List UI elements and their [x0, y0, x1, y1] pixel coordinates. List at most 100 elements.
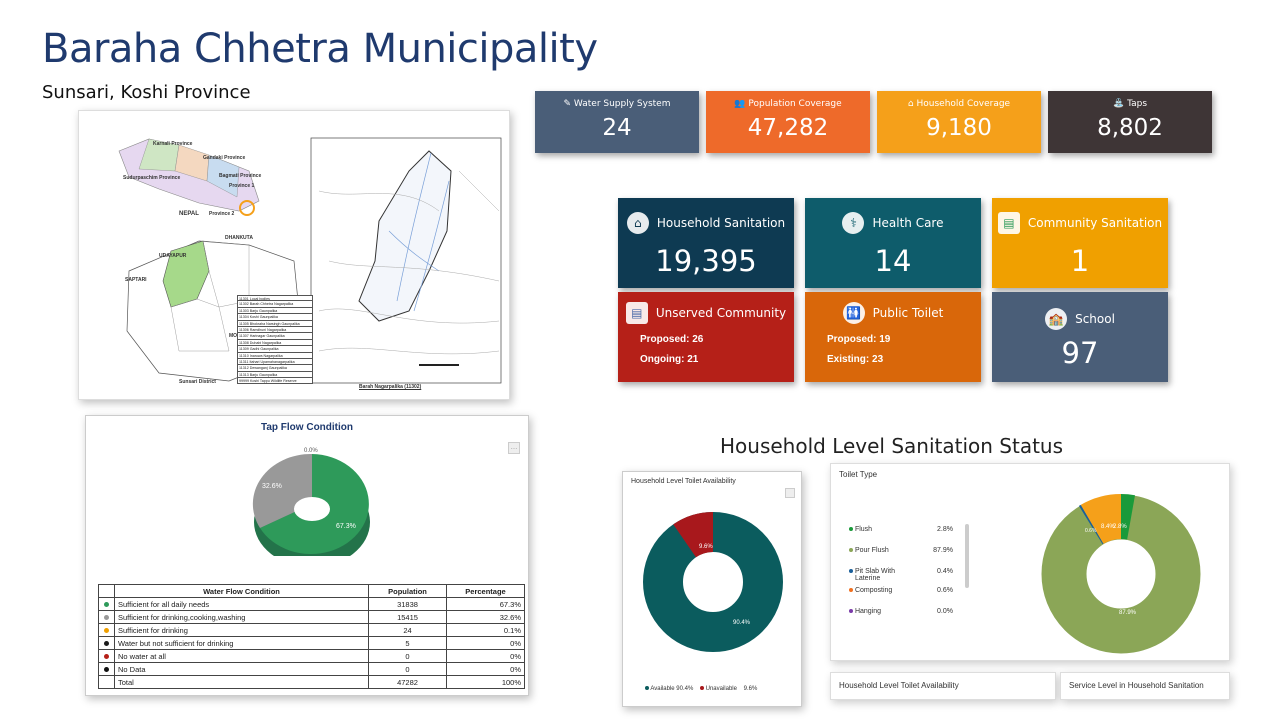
house-icon: ⌂	[626, 212, 649, 234]
cell-population: 24	[368, 623, 447, 637]
taps-card[interactable]: ⛲ Taps 8,802	[1048, 91, 1212, 153]
tap-flow-panel: Tap Flow Condition … 67.3% 32.6% 0.0% Wa…	[85, 415, 529, 696]
cell-condition: Sufficient for drinking	[114, 623, 369, 637]
map-label-nepal: NEPAL	[179, 211, 199, 217]
map-legend-row: 11304 Koshi Gaunpalika	[237, 314, 313, 321]
community-sanitation-label: Community Sanitation	[1027, 216, 1163, 230]
public-toilet-proposed: Proposed: 19	[827, 334, 891, 345]
cell-population: 15415	[368, 610, 447, 624]
toilet-type-donut: 87.9% 8.4% 2.8% 0.6%	[1041, 494, 1201, 654]
health-care-label: Health Care	[872, 216, 944, 230]
population-coverage-label: Population Coverage	[748, 99, 842, 109]
map-legend-row: 11303 Barju Gaunpalika	[237, 307, 313, 315]
map-legend-row: 11308 Duhabi Nagarpalika	[237, 339, 313, 347]
population-coverage-card[interactable]: 👥 Population Coverage 47,282	[706, 91, 870, 153]
cell-population: 0	[368, 662, 447, 676]
school-value: 97	[1061, 336, 1099, 370]
legend-dot	[849, 527, 853, 531]
donut-label-available: 90.4%	[733, 620, 751, 626]
map-legend-row: 11301 Local bodies	[237, 295, 313, 302]
table-row-total: Total 47282 100%	[98, 675, 525, 689]
cell-percentage: 67.3%	[446, 597, 525, 611]
household-sanitation-label: Household Sanitation	[656, 216, 786, 230]
public-toilet-label: Public Toilet	[872, 306, 944, 320]
toilet-availability-panel: Household Level Toilet Availability 90.4…	[622, 471, 802, 707]
community-sanitation-card[interactable]: ▤ Community Sanitation 1	[992, 198, 1168, 288]
map-label-karnali: Karnali Province	[153, 141, 193, 147]
legend-pct: 0.0%	[937, 608, 953, 615]
water-flow-table: Water Flow Condition Population Percenta…	[98, 584, 525, 689]
legend-label: Pit Slab With Laterine	[854, 568, 896, 582]
household-coverage-label: Household Coverage	[916, 99, 1011, 109]
cell-percentage: 0%	[446, 662, 525, 676]
map-legend-row: 11313 Barju Gaunpalika	[237, 371, 313, 379]
more-options-icon[interactable]	[785, 488, 795, 498]
legend-scrollbar[interactable]	[965, 524, 969, 588]
cell-percentage: 0.1%	[446, 623, 525, 637]
legend-dot	[849, 609, 853, 613]
map-legend-row: 11305 Bhokraha Narsingh Gaunpalika	[237, 320, 313, 327]
availability-legend: Available 90.4% Unavailable 9.6%	[645, 686, 757, 692]
public-toilet-card[interactable]: 🚻 Public Toilet Proposed: 19 Existing: 23	[805, 292, 981, 382]
water-supply-label: Water Supply System	[573, 99, 671, 109]
map-legend-row: 11312 Dewanganj Gaunpalika	[237, 365, 313, 372]
legend-label: Hanging	[854, 608, 882, 615]
row-color-dot	[104, 640, 109, 646]
bottom-toilet-availability[interactable]: Household Level Toilet Availability	[830, 672, 1056, 700]
legend-label: Flush	[854, 526, 873, 533]
toilet-legend-item[interactable]: Hanging 0.0%	[849, 608, 953, 615]
taps-value: 8,802	[1097, 115, 1163, 141]
sanitation-status-title: Household Level Sanitation Status	[720, 434, 1064, 458]
bottom-service-level[interactable]: Service Level in Household Sanitation	[1060, 672, 1230, 700]
toilet-type-panel: Toilet Type Flush 2.8% Pour Flush 87.9% Pi…	[830, 463, 1230, 661]
school-card[interactable]: 🏫 School 97	[992, 292, 1168, 382]
legend-pct: 0.6%	[937, 587, 953, 594]
unserved-community-card[interactable]: ▤ Unserved Community Proposed: 26 Ongoing…	[618, 292, 794, 382]
cell-population: 31838	[368, 597, 447, 611]
cell-percentage: 0%	[446, 636, 525, 650]
legend-label: Pour Flush	[854, 547, 889, 554]
map-legend-row: 11302 Barah Chhetra Nagarpalika	[237, 301, 313, 308]
cell-condition: No Data	[114, 662, 369, 676]
household-coverage-value: 9,180	[926, 115, 992, 141]
cell-condition: Sufficient for all daily needs	[114, 597, 369, 611]
toilet-legend-item[interactable]: Pour Flush 87.9%	[849, 547, 953, 554]
tap-flow-pie: 67.3% 32.6% 0.0%	[252, 448, 370, 556]
health-care-value: 14	[874, 244, 912, 278]
legend-dot	[849, 569, 853, 573]
edit-icon: ✎	[563, 99, 572, 109]
map-legend-row: 11309 Gadhi Gaunpalika	[237, 346, 313, 353]
table-row: Sufficient for drinking,cooking,washing 1…	[98, 610, 525, 624]
taps-label: Taps	[1127, 99, 1148, 109]
tap-icon: ⛲	[1112, 99, 1125, 109]
household-sanitation-value: 19,395	[655, 244, 757, 278]
donut-slice-unavailable	[673, 512, 713, 558]
donut-slice-flush	[1121, 494, 1136, 540]
map-label-udayapur: UDAYAPUR	[159, 253, 187, 259]
health-care-card[interactable]: ⚕ Health Care 14	[805, 198, 981, 288]
col-percentage: Percentage	[446, 584, 525, 598]
toilet-availability-title: Household Level Toilet Availability	[631, 478, 736, 485]
map-legend-row: 99999 Koshi Tappu Wildlife Reserve	[237, 378, 313, 385]
household-sanitation-card[interactable]: ⌂ Household Sanitation 19,395	[618, 198, 794, 288]
toilet-legend-item[interactable]: Flush 2.8%	[849, 526, 953, 533]
unserved-community-label: Unserved Community	[655, 306, 787, 320]
pie-label-sufficient-all: 67.3%	[336, 523, 356, 530]
donut-slice-orange	[1080, 494, 1121, 544]
stethoscope-icon: ⚕	[842, 212, 865, 234]
toilet-legend-item[interactable]: Composting 0.6%	[849, 587, 953, 594]
legend-dot	[849, 588, 853, 592]
map-legend-table: 11301 Local bodies 11302 Barah Chhetra Na…	[237, 295, 313, 385]
map-legend-row: 11307 Harinagar Gaunpalika	[237, 333, 313, 340]
legend-pct: 2.8%	[937, 526, 953, 533]
toilet-legend-item[interactable]: Pit Slab With Laterine 0.4%	[849, 568, 953, 582]
legend-pct: 87.9%	[933, 547, 953, 554]
household-coverage-card[interactable]: ⌂ Household Coverage 9,180	[877, 91, 1041, 153]
row-color-dot	[104, 627, 109, 633]
cell-condition: Sufficient for drinking,cooking,washing	[114, 610, 369, 624]
table-row: No water at all 0 0%	[98, 649, 525, 663]
municipality-map: Karnali Province Gandaki Province Bagmat…	[78, 110, 510, 400]
water-supply-card[interactable]: ✎ Water Supply System 24	[535, 91, 699, 153]
more-options-icon[interactable]: …	[508, 442, 520, 454]
tap-flow-title: Tap Flow Condition	[260, 422, 354, 433]
